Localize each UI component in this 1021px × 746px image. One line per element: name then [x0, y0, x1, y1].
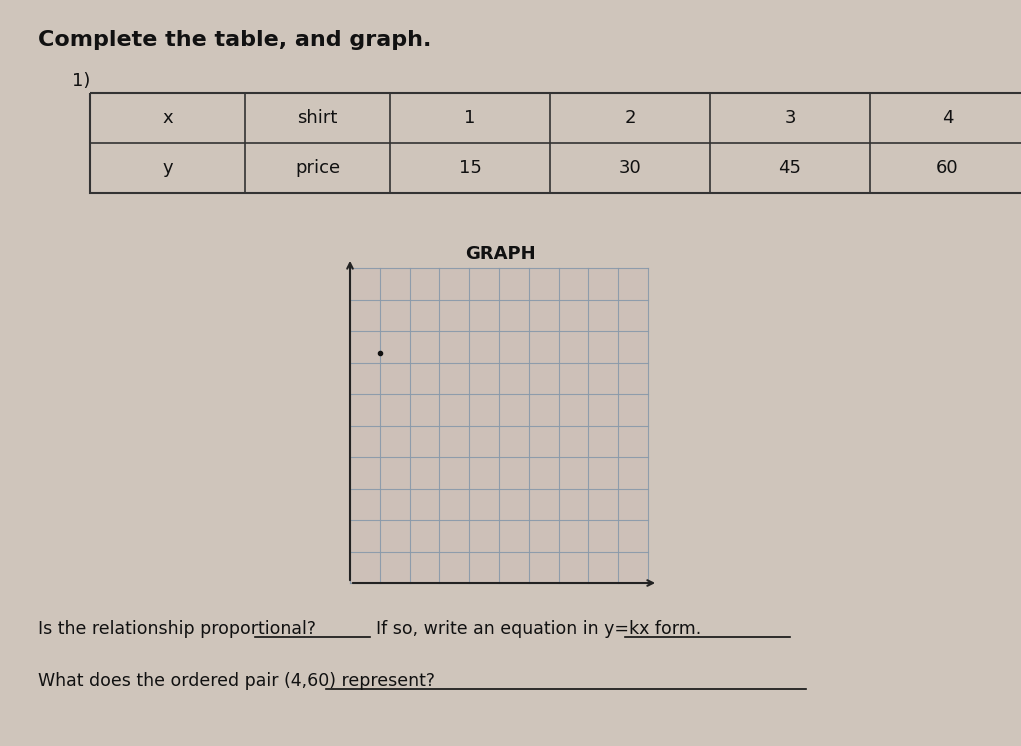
Text: GRAPH: GRAPH: [465, 245, 535, 263]
Text: price: price: [295, 159, 340, 177]
Text: 3: 3: [784, 109, 795, 127]
Bar: [90, 93, 1021, 193]
Text: y: y: [162, 159, 173, 177]
Text: 4: 4: [941, 109, 954, 127]
Text: What does the ordered pair (4,60) represent?: What does the ordered pair (4,60) repres…: [38, 672, 435, 690]
Text: 1: 1: [465, 109, 476, 127]
Text: Complete the table, and graph.: Complete the table, and graph.: [38, 30, 432, 50]
Text: 30: 30: [619, 159, 641, 177]
Bar: [350, 268, 648, 583]
Text: 45: 45: [778, 159, 801, 177]
Text: 1): 1): [72, 72, 91, 90]
Text: If so, write an equation in y=kx form.: If so, write an equation in y=kx form.: [376, 620, 700, 638]
Text: shirt: shirt: [297, 109, 338, 127]
Text: x: x: [162, 109, 173, 127]
Text: 60: 60: [936, 159, 959, 177]
Text: Is the relationship proportional?: Is the relationship proportional?: [38, 620, 317, 638]
Text: 2: 2: [624, 109, 636, 127]
Text: 15: 15: [458, 159, 482, 177]
